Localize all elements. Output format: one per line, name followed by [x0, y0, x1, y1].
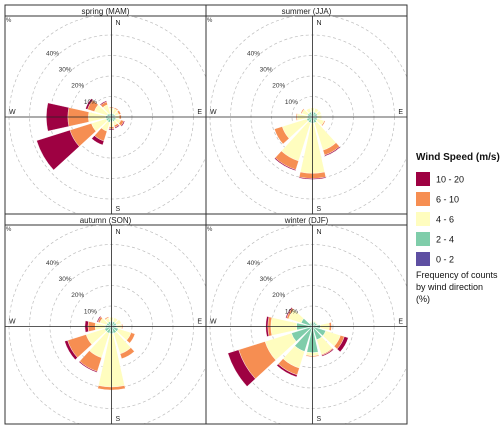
ring-label: 30%: [59, 276, 72, 283]
ring-label: 30%: [260, 67, 273, 74]
compass-label-e: E: [197, 109, 202, 116]
windrose-panel: winter (DJF) 10% 20% 30% 40%% N E S W: [206, 214, 415, 429]
ring-label: 10%: [84, 308, 97, 315]
legend-caption: (%): [416, 294, 430, 304]
ring-label: 30%: [59, 67, 72, 74]
compass-label-e: E: [398, 109, 403, 116]
compass-label-n: N: [116, 229, 121, 236]
compass-label-s: S: [317, 206, 322, 213]
panel-frame: [206, 5, 407, 214]
panel-frame: [206, 214, 407, 424]
ring-label: 40%: [247, 260, 260, 267]
plot-area: 10% 20% 30% 40%% N E S W: [5, 15, 214, 220]
panel-title: summer (JJA): [282, 7, 332, 16]
legend-swatch-10-20: [416, 172, 430, 186]
ring-label: 40%: [46, 50, 59, 57]
legend-caption: Frequency of counts: [416, 270, 498, 280]
compass-label-w: W: [9, 319, 16, 326]
ring-label: %: [6, 227, 12, 233]
panel-title: spring (MAM): [81, 7, 129, 16]
windrose-panel: spring (MAM) 10% 20% 30% 40%% N E S W: [5, 5, 214, 220]
legend-swatch-2-4: [416, 232, 430, 246]
compass-label-w: W: [210, 109, 217, 116]
legend-label: 4 - 6: [436, 215, 454, 225]
plot-area: 10% 20% 30% 40%% N E S W: [206, 224, 415, 429]
compass-label-s: S: [116, 206, 121, 213]
compass-label-e: E: [197, 319, 202, 326]
windrose-panel: autumn (SON) 10% 20% 30% 40%% N E S W: [5, 214, 214, 429]
compass-label-s: S: [317, 416, 322, 423]
compass-label-s: S: [116, 416, 121, 423]
windrose-panel: summer (JJA) 10% 20% 30% 40%% N E S W: [206, 5, 415, 220]
legend-label: 0 - 2: [436, 255, 454, 265]
compass-label-n: N: [317, 20, 322, 27]
ring-label: 20%: [71, 83, 84, 90]
legend: Wind Speed (m/s) 10 - 20 6 - 10 4 - 6 2 - 4 0…: [416, 152, 500, 304]
ring-label: 30%: [260, 276, 273, 283]
compass-label-n: N: [116, 20, 121, 27]
ring-label: 20%: [71, 292, 84, 299]
panel-title: winter (DJF): [284, 216, 329, 225]
ring-label: 10%: [285, 308, 298, 315]
compass-label-w: W: [210, 319, 217, 326]
legend-swatch-4-6: [416, 212, 430, 226]
ring-label: 10%: [285, 99, 298, 106]
panel-title: autumn (SON): [80, 216, 132, 225]
compass-label-w: W: [9, 109, 16, 116]
ring-label: 40%: [46, 260, 59, 267]
legend-caption: by wind direction: [416, 282, 483, 292]
legend-label: 2 - 4: [436, 235, 454, 245]
ring-label: 10%: [84, 99, 97, 106]
compass-label-e: E: [398, 319, 403, 326]
plot-area: 10% 20% 30% 40%% N E S W: [5, 224, 214, 429]
ring-label: %: [6, 18, 12, 24]
plot-area: 10% 20% 30% 40%% N E S W: [206, 15, 415, 220]
compass-label-n: N: [317, 229, 322, 236]
ring-label: 20%: [272, 83, 285, 90]
legend-swatch-0-2: [416, 252, 430, 266]
legend-label: 10 - 20: [436, 175, 464, 185]
legend-label: 6 - 10: [436, 195, 459, 205]
ring-label: %: [207, 18, 213, 24]
ring-label: 40%: [247, 50, 260, 57]
legend-title: Wind Speed (m/s): [416, 152, 500, 163]
legend-swatch-6-10: [416, 192, 430, 206]
ring-label: %: [207, 227, 213, 233]
ring-label: 20%: [272, 292, 285, 299]
